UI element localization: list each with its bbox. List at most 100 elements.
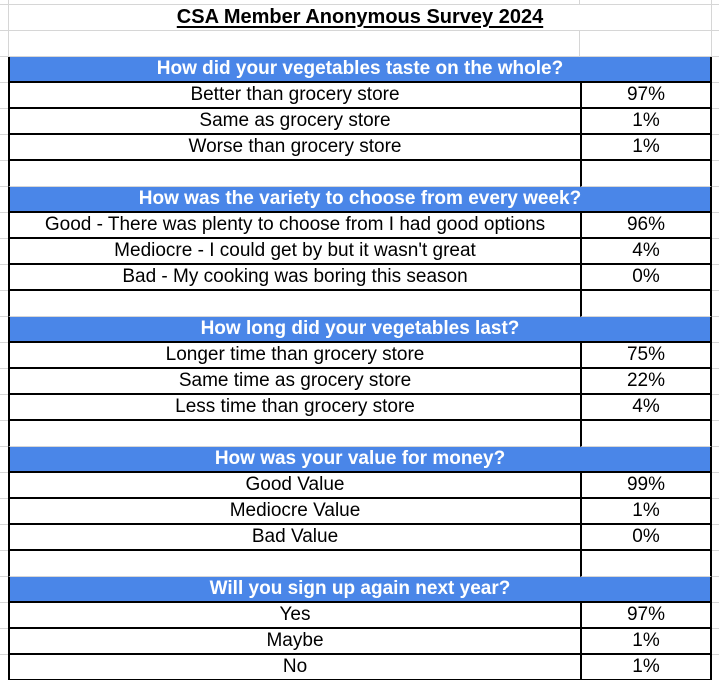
answer-label-cell[interactable]: Yes — [8, 603, 580, 629]
empty-cell[interactable] — [8, 291, 580, 317]
table-row: Mediocre Value 1% — [0, 499, 719, 525]
answer-value-cell[interactable]: 96% — [580, 213, 712, 239]
left-gridline-sliver — [0, 317, 8, 343]
table-row: Maybe 1% — [0, 629, 719, 655]
answer-value-cell[interactable]: 22% — [580, 369, 712, 395]
separator-row — [0, 161, 719, 187]
left-gridline-sliver — [0, 395, 8, 421]
right-gridline-sliver — [712, 369, 719, 395]
table-row: No 1% — [0, 655, 719, 680]
answer-label-cell[interactable]: Better than grocery store — [8, 83, 580, 109]
answer-label-cell[interactable]: Mediocre Value — [8, 499, 580, 525]
right-gridline-sliver — [712, 265, 719, 291]
table-row: Bad - My cooking was boring this season … — [0, 265, 719, 291]
section-header-row: Will you sign up again next year? — [0, 577, 719, 603]
answer-value-cell[interactable]: 4% — [580, 395, 712, 421]
left-gridline-sliver — [0, 421, 8, 447]
left-gridline-sliver — [0, 5, 8, 31]
empty-cell[interactable] — [8, 161, 580, 187]
left-gridline-sliver — [0, 473, 8, 499]
empty-cell[interactable] — [580, 291, 712, 317]
gridline-tick — [579, 0, 580, 5]
section-question-header[interactable]: How long did your vegetables last? — [8, 317, 712, 343]
table-row: Yes 97% — [0, 603, 719, 629]
empty-cell[interactable] — [8, 31, 580, 57]
answer-value-cell[interactable]: 75% — [580, 343, 712, 369]
section-question-header[interactable]: How was the variety to choose from every… — [8, 187, 712, 213]
answer-value-cell[interactable]: 0% — [580, 265, 712, 291]
right-gridline-sliver — [712, 291, 719, 317]
right-gridline-sliver — [712, 5, 719, 31]
empty-cell[interactable] — [580, 421, 712, 447]
gridline-tick — [8, 0, 9, 5]
right-gridline-sliver — [712, 83, 719, 109]
answer-label-cell[interactable]: Bad Value — [8, 525, 580, 551]
answer-value-cell[interactable]: 1% — [580, 499, 712, 525]
answer-value-cell[interactable]: 97% — [580, 603, 712, 629]
section-question-header[interactable]: Will you sign up again next year? — [8, 577, 712, 603]
left-gridline-sliver — [0, 239, 8, 265]
right-gridline-sliver — [712, 473, 719, 499]
left-gridline-sliver — [0, 31, 8, 57]
section-header-row: How did your vegetables taste on the who… — [0, 57, 719, 83]
separator-row — [0, 551, 719, 577]
table-row: Worse than grocery store 1% — [0, 135, 719, 161]
left-gridline-sliver — [0, 655, 8, 680]
table-row: Longer time than grocery store 75% — [0, 343, 719, 369]
empty-cell[interactable] — [580, 31, 712, 57]
answer-value-cell[interactable]: 1% — [580, 135, 712, 161]
empty-cell[interactable] — [580, 161, 712, 187]
section-question-header[interactable]: How was your value for money? — [8, 447, 712, 473]
answer-value-cell[interactable]: 4% — [580, 239, 712, 265]
right-gridline-sliver — [712, 629, 719, 655]
left-gridline-sliver — [0, 135, 8, 161]
answer-value-cell[interactable]: 0% — [580, 525, 712, 551]
empty-cell[interactable] — [580, 551, 712, 577]
table-row: Same time as grocery store 22% — [0, 369, 719, 395]
top-partial-row — [0, 0, 719, 5]
right-gridline-sliver — [712, 135, 719, 161]
left-gridline-sliver — [0, 525, 8, 551]
table-row: Better than grocery store 97% — [0, 83, 719, 109]
section-header-row: How was your value for money? — [0, 447, 719, 473]
answer-label-cell[interactable]: Good Value — [8, 473, 580, 499]
answer-label-cell[interactable]: Same as grocery store — [8, 109, 580, 135]
left-gridline-sliver — [0, 447, 8, 473]
answer-label-cell[interactable]: Mediocre - I could get by but it wasn't … — [8, 239, 580, 265]
survey-title-cell[interactable]: CSA Member Anonymous Survey 2024 — [8, 5, 712, 31]
answer-label-cell[interactable]: Good - There was plenty to choose from I… — [8, 213, 580, 239]
answer-value-cell[interactable]: 1% — [580, 655, 712, 680]
section-header-row: How was the variety to choose from every… — [0, 187, 719, 213]
right-gridline-sliver — [712, 161, 719, 187]
left-gridline-sliver — [0, 57, 8, 83]
answer-label-cell[interactable]: Less time than grocery store — [8, 395, 580, 421]
right-gridline-sliver — [712, 577, 719, 603]
blank-row — [0, 31, 719, 57]
answer-label-cell[interactable]: No — [8, 655, 580, 680]
right-gridline-sliver — [712, 343, 719, 369]
section-header-row: How long did your vegetables last? — [0, 317, 719, 343]
left-gridline-sliver — [0, 109, 8, 135]
answer-value-cell[interactable]: 1% — [580, 109, 712, 135]
right-gridline-sliver — [712, 499, 719, 525]
left-gridline-sliver — [0, 369, 8, 395]
empty-cell[interactable] — [8, 421, 580, 447]
answer-value-cell[interactable]: 99% — [580, 473, 712, 499]
left-gridline-sliver — [0, 265, 8, 291]
answer-label-cell[interactable]: Bad - My cooking was boring this season — [8, 265, 580, 291]
answer-label-cell[interactable]: Longer time than grocery store — [8, 343, 580, 369]
section-question-header[interactable]: How did your vegetables taste on the who… — [8, 57, 712, 83]
left-gridline-sliver — [0, 499, 8, 525]
answer-label-cell[interactable]: Same time as grocery store — [8, 369, 580, 395]
separator-row — [0, 421, 719, 447]
answer-label-cell[interactable]: Worse than grocery store — [8, 135, 580, 161]
answer-value-cell[interactable]: 97% — [580, 83, 712, 109]
right-gridline-sliver — [712, 655, 719, 680]
right-gridline-sliver — [712, 447, 719, 473]
right-gridline-sliver — [712, 187, 719, 213]
gridline-tick — [711, 0, 712, 5]
table-row: Same as grocery store 1% — [0, 109, 719, 135]
answer-value-cell[interactable]: 1% — [580, 629, 712, 655]
empty-cell[interactable] — [8, 551, 580, 577]
answer-label-cell[interactable]: Maybe — [8, 629, 580, 655]
